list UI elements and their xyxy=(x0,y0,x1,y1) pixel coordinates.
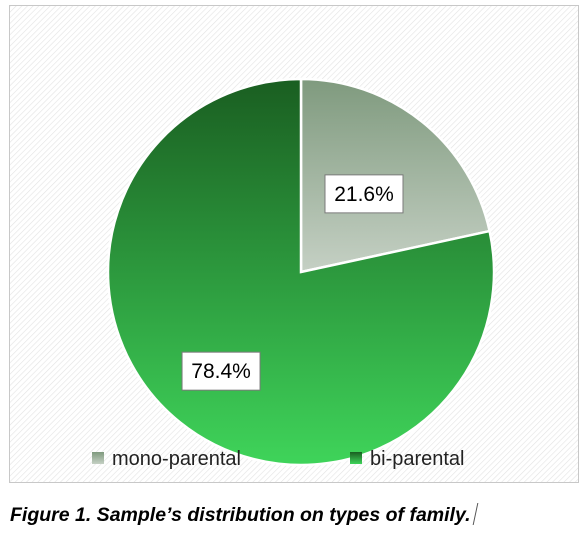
legend-label-bi-parental: bi-parental xyxy=(370,448,465,470)
legend-label-mono-parental: mono-parental xyxy=(112,448,241,470)
figure-caption: Figure 1. Sample’s distribution on types… xyxy=(10,503,585,527)
pie-chart: 21.6% 78.4% mono-parental bi-parental xyxy=(10,6,578,482)
data-label-box xyxy=(324,174,404,214)
cursor-mark xyxy=(472,503,478,525)
data-label-bi-parental: 78.4% xyxy=(181,351,261,391)
chart-area: 21.6% 78.4% mono-parental bi-parental xyxy=(9,5,579,483)
data-label-box xyxy=(181,351,261,391)
legend: mono-parental bi-parental xyxy=(92,448,465,470)
data-label-text: 21.6% xyxy=(334,183,394,206)
caption-text: Figure 1. Sample’s distribution on types… xyxy=(10,504,471,526)
data-label-mono-parental: 21.6% xyxy=(324,174,404,214)
legend-swatch-mono-parental xyxy=(92,452,104,464)
data-label-text: 78.4% xyxy=(191,360,251,383)
legend-swatch-bi-parental xyxy=(350,452,362,464)
